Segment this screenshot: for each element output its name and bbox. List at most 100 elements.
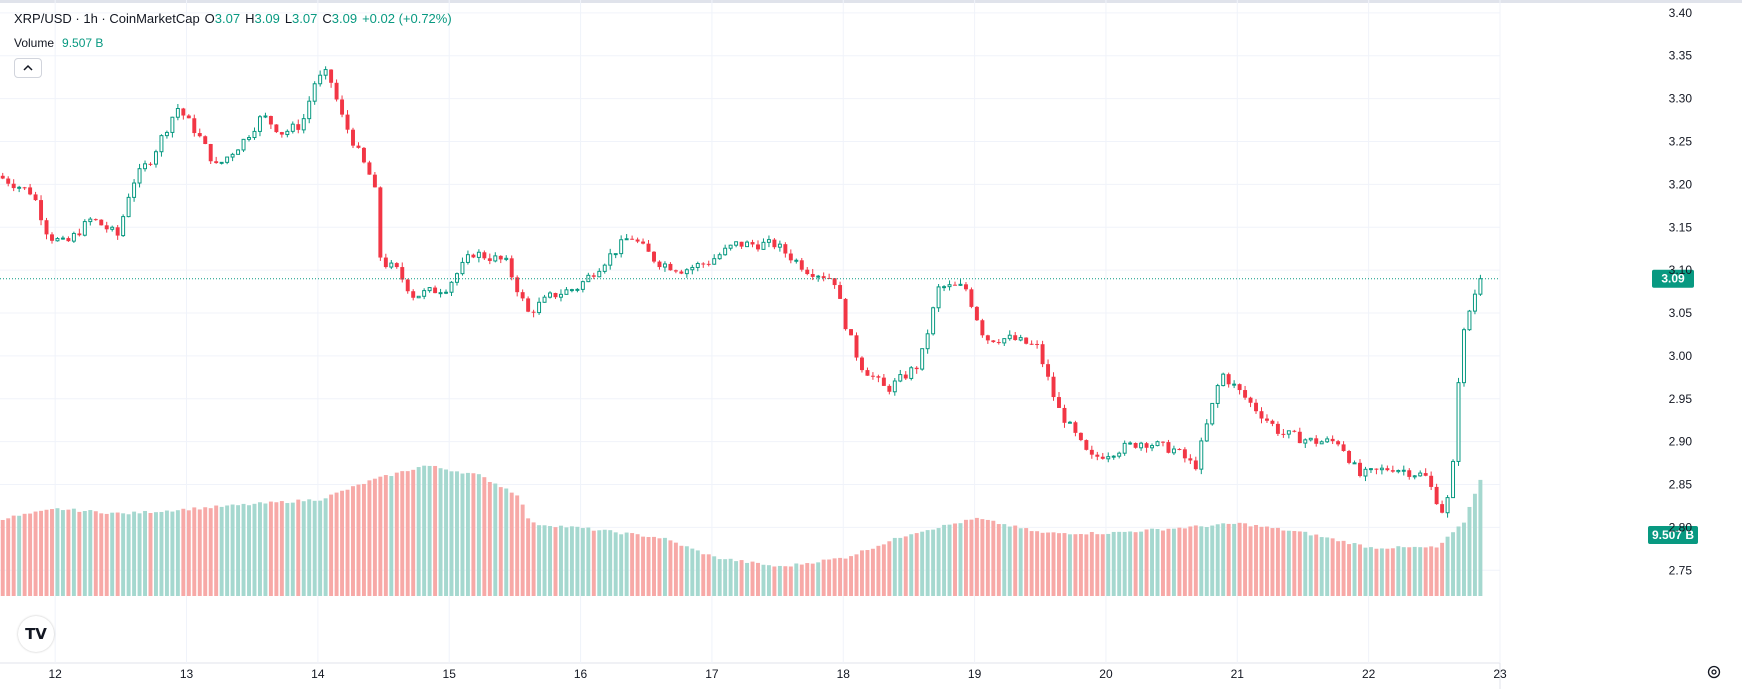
candle — [684, 268, 689, 278]
tradingview-logo-icon[interactable]: TV — [18, 616, 54, 652]
volume-bar — [164, 510, 169, 596]
candle — [1133, 442, 1138, 449]
volume-bar — [1352, 543, 1357, 596]
candle — [728, 244, 733, 251]
candle — [1467, 309, 1472, 331]
candle — [805, 267, 810, 276]
volume-bar — [810, 563, 815, 596]
candle — [1434, 483, 1439, 505]
candle — [1281, 429, 1286, 438]
candle — [444, 289, 449, 295]
volume-bar — [498, 487, 503, 596]
candle — [1139, 441, 1144, 451]
volume-bar — [285, 503, 290, 596]
candle — [0, 172, 5, 180]
candle — [378, 186, 383, 261]
candle — [832, 278, 837, 289]
volume-bar — [772, 566, 777, 596]
volume-label[interactable]: Volume — [14, 36, 55, 50]
volume-bar — [0, 519, 5, 596]
candle — [1035, 340, 1040, 349]
candle — [619, 235, 624, 258]
y-tick-label: 2.80 — [1669, 520, 1693, 534]
candle — [854, 332, 859, 361]
volume-bar — [1297, 531, 1302, 596]
candle — [367, 160, 372, 175]
candle — [1254, 399, 1258, 414]
volume-bar — [1062, 533, 1067, 596]
volume-bar — [509, 492, 514, 596]
volume-bar — [925, 530, 930, 596]
candle — [1347, 449, 1352, 465]
candle — [99, 219, 104, 226]
candle — [44, 217, 49, 240]
volume-bar — [788, 566, 793, 596]
candle — [1204, 419, 1209, 442]
candle — [296, 119, 301, 134]
volume-bar — [148, 513, 153, 596]
volume-bar — [526, 518, 531, 596]
volume-bar — [548, 526, 552, 596]
volume-bar — [991, 520, 996, 596]
candle — [50, 232, 54, 244]
volume-bar — [1456, 526, 1461, 596]
candle — [745, 240, 750, 248]
volume-bar — [914, 533, 919, 596]
candle — [1462, 327, 1466, 387]
volume-bar — [1358, 544, 1362, 596]
candle — [1237, 383, 1242, 395]
x-tick-label: 18 — [837, 667, 851, 681]
candle — [1325, 436, 1330, 444]
volume-bar — [870, 548, 875, 596]
candle — [772, 238, 777, 250]
volume-bar — [236, 505, 241, 596]
volume-bar — [717, 559, 722, 596]
candle — [1182, 447, 1187, 463]
volume-bar — [728, 558, 733, 596]
candle — [28, 183, 33, 196]
volume-bar — [936, 528, 941, 596]
candle — [1188, 454, 1193, 465]
volume-bar — [296, 499, 301, 596]
candle — [39, 195, 44, 226]
candle — [257, 115, 262, 137]
volume-bar — [1434, 547, 1439, 596]
volume-bar — [340, 490, 345, 596]
y-tick-label: 3.10 — [1669, 263, 1693, 277]
low-label: L — [284, 11, 293, 26]
y-tick-label: 2.75 — [1669, 563, 1693, 577]
candle — [88, 217, 93, 226]
volume-bar — [909, 534, 914, 596]
volume-bar — [898, 537, 903, 596]
volume-bar — [1379, 548, 1384, 596]
candle — [1226, 372, 1231, 388]
candle — [487, 253, 492, 265]
candle — [931, 306, 936, 336]
candle — [164, 130, 169, 139]
volume-bar — [805, 563, 810, 596]
gear-icon[interactable] — [1705, 663, 1723, 681]
candle — [947, 280, 952, 291]
volume-bar — [958, 523, 963, 596]
candle — [93, 218, 98, 221]
volume-bar — [1018, 528, 1023, 596]
volume-bar — [411, 469, 416, 596]
collapse-legend-button[interactable] — [14, 58, 42, 78]
volume-bar — [619, 534, 624, 596]
candle — [520, 289, 525, 302]
volume-bar — [274, 502, 279, 596]
volume-bar — [1385, 548, 1390, 596]
symbol-title[interactable]: XRP/USD · 1h · CoinMarketCap — [14, 11, 200, 26]
candle — [1407, 468, 1412, 480]
volume-bar — [1046, 532, 1051, 596]
volume-bar — [39, 510, 44, 596]
candle — [690, 264, 695, 275]
volume-bar — [1292, 531, 1297, 596]
candle — [203, 135, 208, 145]
volume-bar — [394, 472, 399, 596]
x-tick-label: 15 — [443, 667, 457, 681]
candle — [1385, 465, 1390, 472]
volume-bar — [745, 562, 750, 596]
candle — [1007, 330, 1012, 341]
